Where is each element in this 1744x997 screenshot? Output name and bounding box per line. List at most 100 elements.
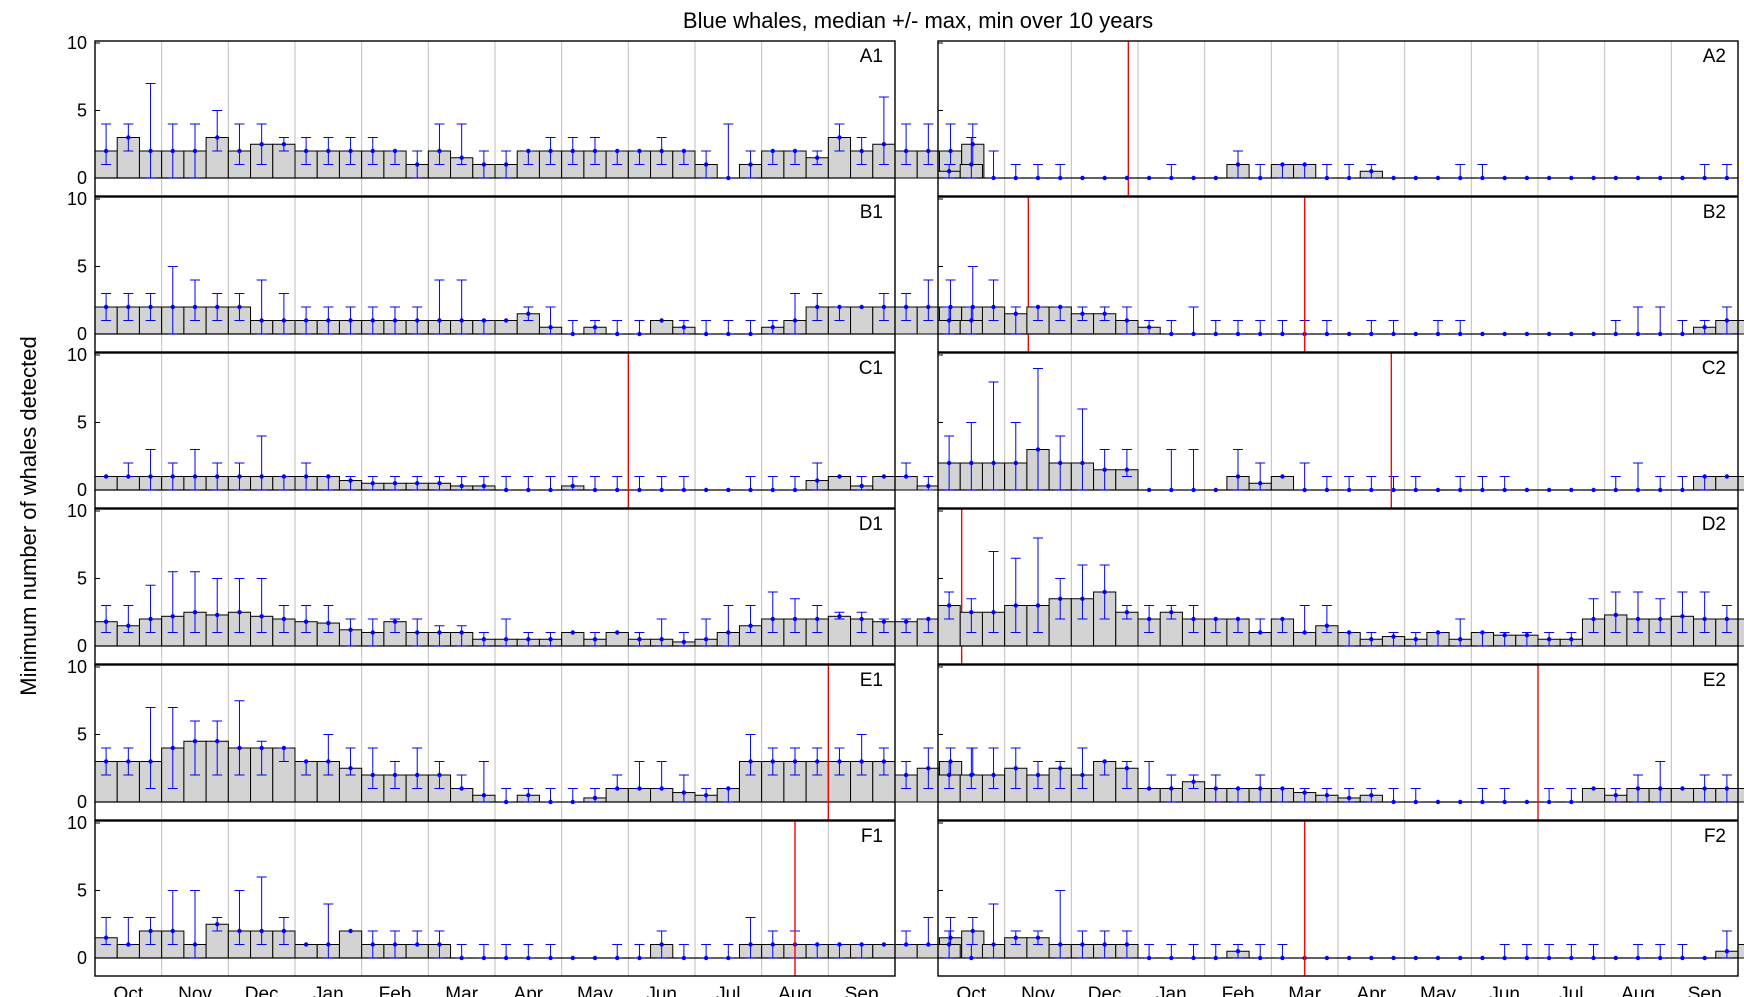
median-marker — [1058, 596, 1063, 601]
median-marker — [170, 304, 175, 310]
median-marker — [326, 942, 331, 947]
median-marker — [370, 148, 375, 154]
panel-d2: D2 — [937, 508, 1744, 665]
median-marker — [281, 318, 287, 323]
panel-frame — [94, 352, 896, 509]
median-marker — [192, 610, 198, 615]
median-marker — [1724, 318, 1730, 323]
month-label: Jun — [1489, 984, 1520, 997]
median-marker — [859, 942, 864, 947]
median-marker — [946, 603, 952, 608]
median-marker — [881, 474, 887, 479]
median-marker — [1102, 589, 1107, 595]
median-marker — [437, 148, 442, 154]
bar — [1737, 476, 1744, 491]
median-marker — [348, 148, 353, 154]
chart-title: Blue whales, median +/- max, min over 10… — [683, 8, 1153, 33]
median-marker — [348, 928, 353, 934]
median-marker — [1391, 955, 1396, 961]
median-marker — [1191, 955, 1196, 961]
median-marker — [103, 935, 109, 940]
median-marker — [1524, 633, 1530, 638]
median-marker — [103, 148, 109, 154]
median-marker — [592, 955, 598, 961]
median-marker — [237, 745, 242, 751]
median-marker — [1413, 955, 1418, 961]
median-marker — [348, 318, 353, 323]
median-marker — [792, 759, 798, 764]
median-marker — [1413, 799, 1418, 805]
month-label: Feb — [1222, 984, 1255, 997]
median-marker — [1724, 786, 1730, 791]
median-marker — [659, 148, 664, 154]
panel-f2: F2 Oct Nov Dec Jan Feb Mar Apr May Jun Jul Aug Sep — [937, 820, 1744, 997]
median-marker — [1280, 786, 1285, 791]
median-marker — [792, 148, 798, 154]
median-marker — [991, 942, 996, 947]
median-marker — [1391, 634, 1396, 639]
panel-label: D2 — [1702, 514, 1726, 535]
median-marker — [703, 331, 709, 337]
panel-f1: F1 0 5 10 Oct Nov Dec Jan Feb Mar Apr May Jun Jul Aug S… — [67, 813, 985, 997]
median-marker — [148, 474, 153, 479]
median-marker — [792, 318, 798, 323]
month-label: Dec — [245, 984, 279, 997]
panel-frame — [937, 40, 1739, 197]
median-marker — [548, 325, 553, 330]
median-marker — [259, 928, 264, 934]
median-marker — [592, 487, 598, 493]
median-marker — [1391, 331, 1396, 337]
median-marker — [903, 942, 909, 947]
median-marker — [1613, 793, 1618, 798]
bar — [827, 615, 852, 647]
median-marker — [991, 772, 996, 778]
median-marker — [437, 318, 442, 323]
median-marker — [770, 942, 775, 947]
median-marker — [748, 487, 753, 493]
median-marker — [748, 759, 753, 764]
median-marker — [926, 304, 931, 310]
median-marker — [1502, 799, 1507, 805]
median-marker — [1435, 630, 1441, 635]
median-marker — [1524, 955, 1530, 961]
median-marker — [1635, 331, 1641, 337]
panel-frame — [937, 664, 1739, 821]
median-marker — [1035, 175, 1041, 181]
median-marker — [1346, 955, 1352, 961]
median-marker — [570, 799, 575, 805]
median-marker — [303, 759, 309, 764]
median-marker — [1458, 331, 1463, 337]
median-marker — [1435, 955, 1441, 961]
month-label: Nov — [1021, 984, 1055, 997]
median-marker — [170, 928, 175, 934]
median-marker — [859, 148, 864, 154]
median-marker — [1102, 467, 1107, 472]
median-marker — [1346, 175, 1352, 181]
median-marker — [237, 148, 242, 154]
median-marker — [615, 955, 620, 961]
median-marker — [1724, 175, 1730, 181]
median-marker — [570, 331, 575, 337]
median-marker — [837, 304, 842, 310]
median-marker — [926, 942, 931, 947]
median-marker — [1591, 616, 1596, 622]
median-marker — [392, 481, 398, 486]
median-marker — [281, 616, 287, 622]
median-marker — [881, 759, 887, 764]
bar — [1737, 618, 1744, 647]
median-marker — [503, 637, 509, 642]
median-marker — [259, 318, 264, 323]
y-tick-label: 5 — [77, 725, 87, 745]
median-marker — [237, 610, 242, 615]
median-marker — [770, 616, 775, 622]
y-tick-label: 10 — [67, 813, 87, 833]
panel-frame — [937, 820, 1739, 977]
median-marker — [437, 772, 442, 778]
median-marker — [748, 623, 753, 628]
median-marker — [681, 148, 687, 154]
median-marker — [1013, 766, 1018, 771]
median-marker — [948, 148, 953, 154]
median-marker — [1591, 786, 1596, 791]
median-marker — [503, 162, 509, 167]
median-marker — [1524, 799, 1530, 805]
